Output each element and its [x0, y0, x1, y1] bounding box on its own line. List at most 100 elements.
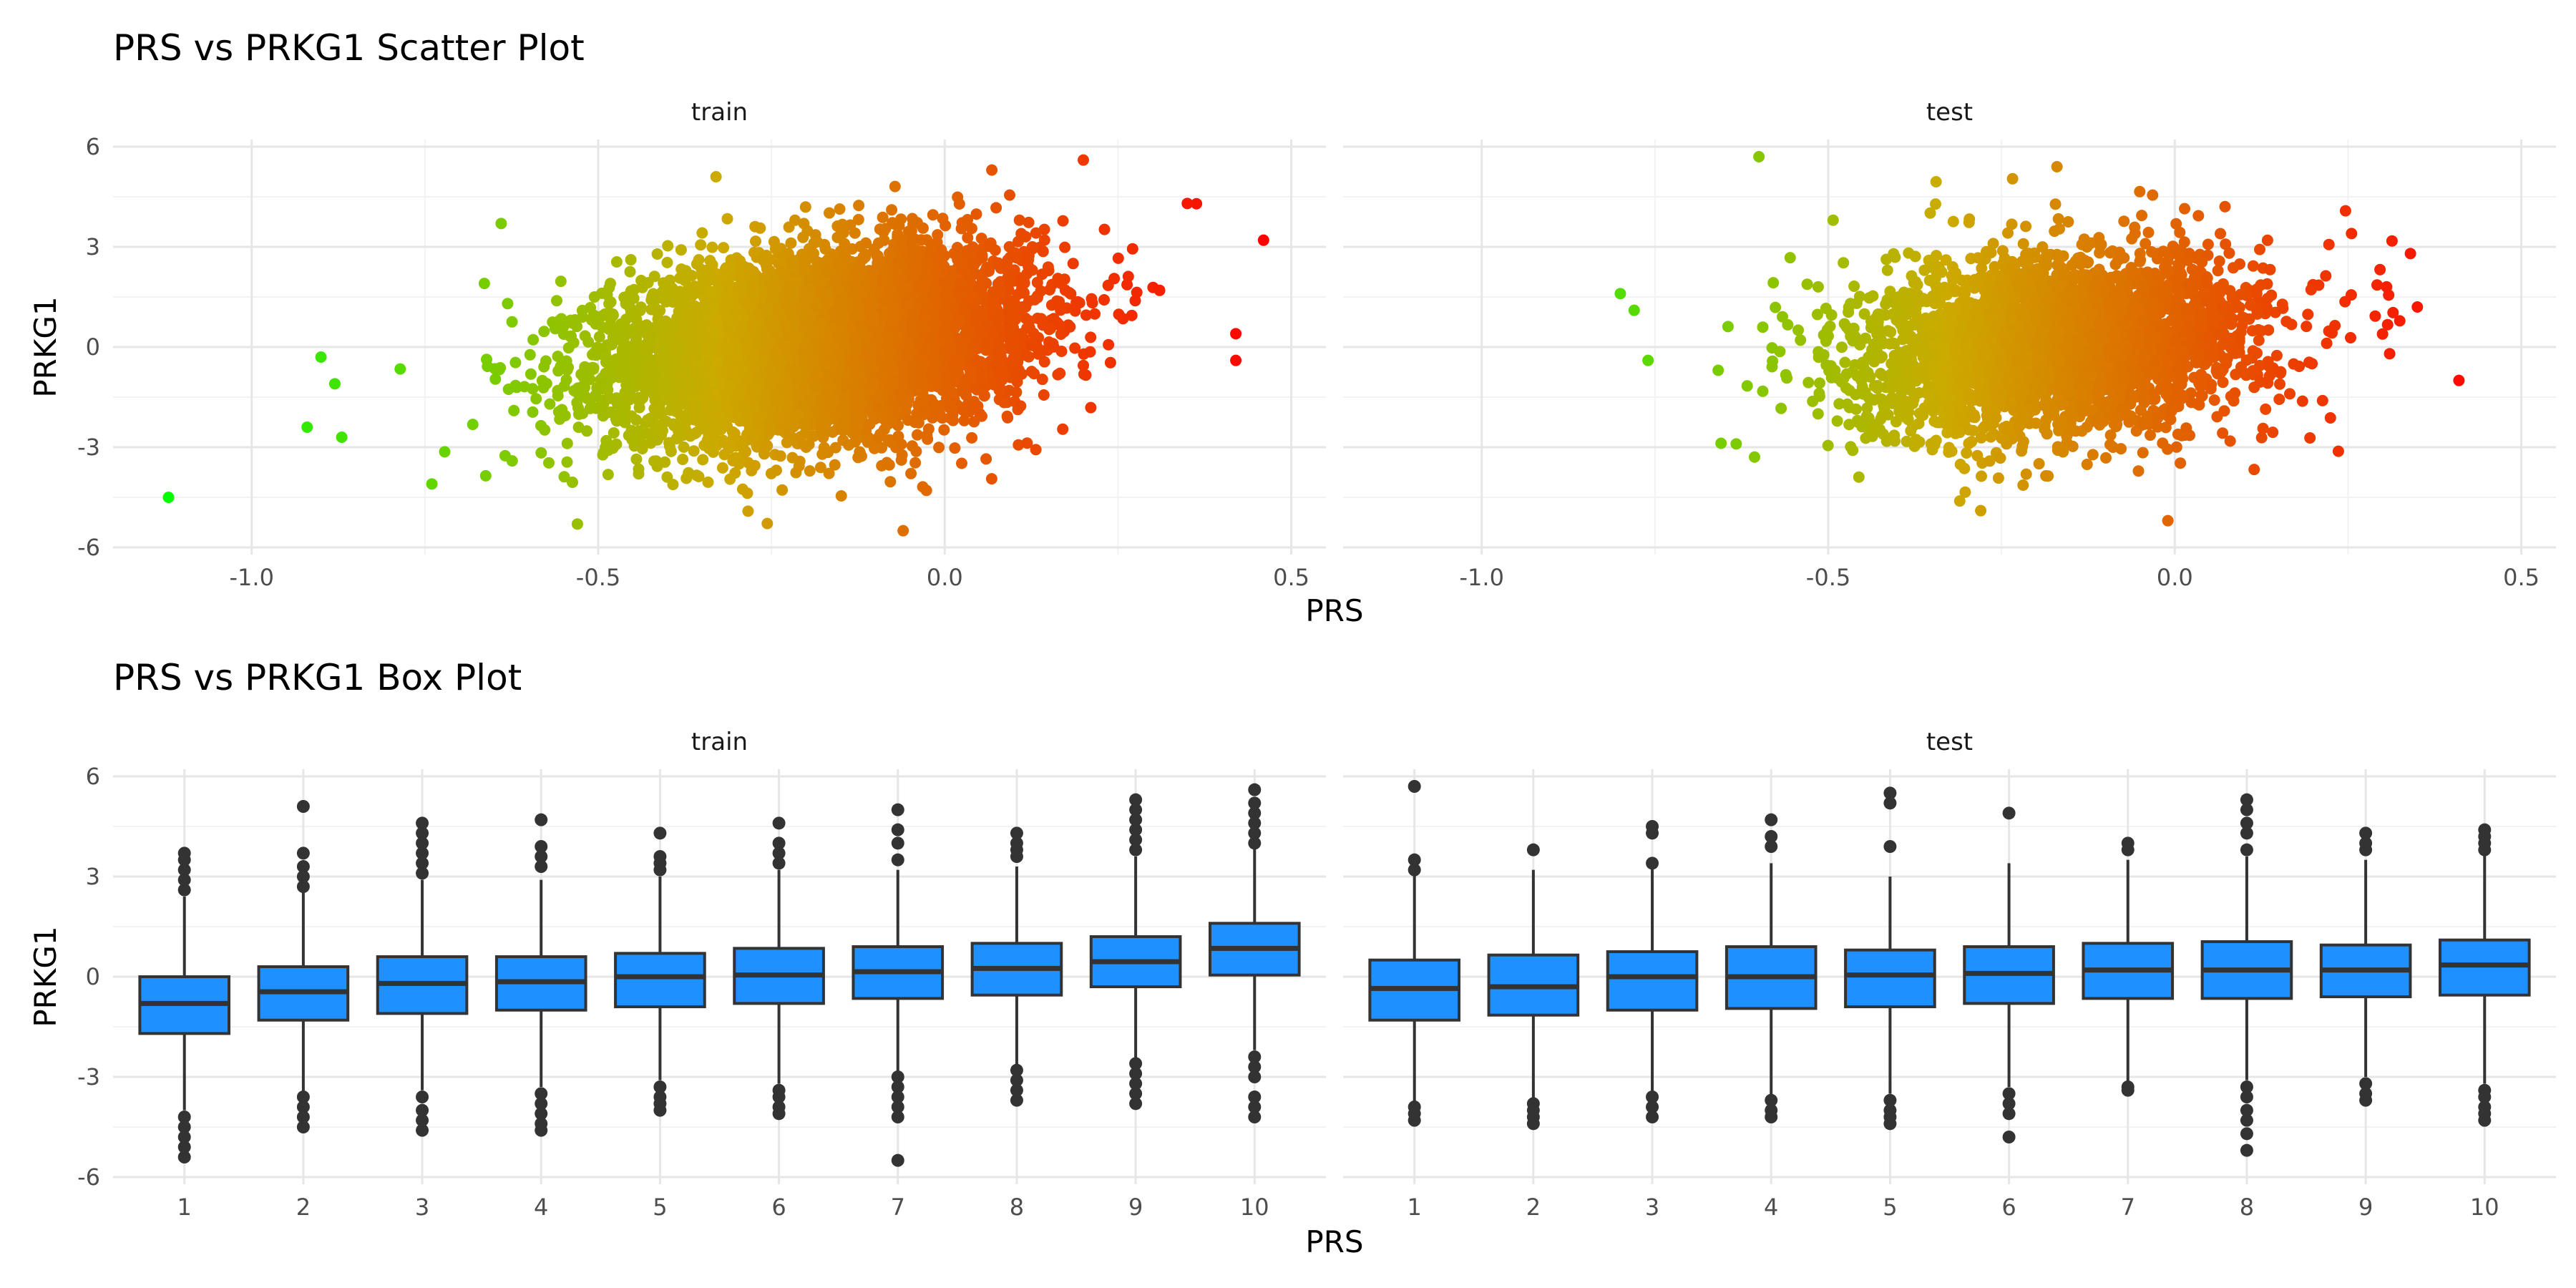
- scatter-point: [785, 237, 797, 249]
- scatter-point: [655, 429, 668, 441]
- scatter-point: [748, 246, 760, 258]
- scatter-point: [1047, 338, 1059, 350]
- scatter-point: [953, 198, 965, 210]
- scatter-point: [703, 263, 715, 275]
- scatter-point: [394, 363, 406, 375]
- scatter-point: [540, 355, 552, 367]
- scatter-point: [538, 326, 550, 338]
- scatter-point: [1025, 366, 1038, 378]
- scatter-point: [688, 445, 700, 457]
- scatter-point: [798, 218, 810, 230]
- scatter-point: [1080, 309, 1092, 321]
- scatter-point: [1057, 423, 1069, 435]
- scatter-point: [648, 455, 660, 467]
- scatter-point: [886, 204, 898, 216]
- scatter-point: [1084, 346, 1096, 358]
- scatter-point: [724, 473, 736, 485]
- scatter-point: [608, 427, 620, 439]
- scatter-point: [852, 213, 864, 225]
- scatter-point: [849, 227, 861, 239]
- scatter-point: [1113, 308, 1125, 321]
- scatter-point: [840, 253, 852, 264]
- box-plot-title: PRS vs PRKG1 Box Plot: [113, 657, 522, 698]
- scatter-point: [718, 242, 730, 254]
- scatter-point: [980, 453, 992, 465]
- scatter-point: [653, 344, 665, 356]
- scatter-point: [917, 222, 929, 234]
- scatter-point: [539, 424, 551, 436]
- scatter-point: [824, 207, 835, 219]
- x-tick-label: 0.0: [927, 564, 963, 591]
- scatter-point: [555, 275, 567, 288]
- scatter-point: [610, 256, 623, 268]
- scatter-point: [636, 443, 648, 454]
- scatter-point: [889, 180, 901, 192]
- scatter-point: [1153, 284, 1166, 296]
- scatter-point: [640, 319, 653, 331]
- scatter-point: [661, 256, 673, 268]
- scatter-points-train: [162, 154, 1269, 537]
- scatter-point: [603, 282, 615, 293]
- scatter-point: [797, 438, 809, 450]
- scatter-point: [467, 419, 479, 431]
- scatter-point: [624, 265, 636, 278]
- scatter-point: [1011, 376, 1023, 388]
- scatter-point: [970, 208, 982, 220]
- scatter-point: [962, 232, 974, 244]
- scatter-point: [754, 222, 766, 234]
- scatter-point: [761, 517, 774, 530]
- scatter-point: [1131, 286, 1143, 298]
- scatter-point: [836, 218, 849, 230]
- scatter-point: [960, 381, 971, 393]
- scatter-point: [673, 431, 686, 443]
- scatter-point: [677, 454, 689, 465]
- scatter-point: [527, 406, 539, 418]
- scatter-point: [895, 454, 907, 466]
- scatter-point: [721, 213, 733, 225]
- scatter-point: [482, 361, 494, 372]
- scatter-point: [783, 221, 795, 233]
- scatter-point: [506, 316, 518, 328]
- scatter-point: [600, 441, 612, 453]
- scatter-point: [872, 250, 884, 262]
- scatter-point: [986, 164, 998, 176]
- scatter-point: [716, 462, 728, 474]
- scatter-point: [1055, 346, 1068, 357]
- scatter-point: [509, 356, 522, 369]
- scatter-point: [499, 449, 511, 462]
- scatter-point: [1023, 250, 1035, 262]
- scatter-point: [905, 467, 917, 479]
- scatter-point: [1037, 245, 1049, 258]
- scatter-point: [829, 459, 841, 471]
- scatter-point: [907, 213, 918, 225]
- scatter-point: [572, 421, 585, 434]
- scatter-point: [1001, 410, 1013, 422]
- scatter-point: [703, 442, 715, 454]
- scatter-point: [535, 447, 547, 459]
- scatter-point: [966, 431, 978, 444]
- scatter-point: [884, 476, 897, 488]
- scatter-point: [1023, 315, 1035, 327]
- scatter-point: [561, 437, 573, 449]
- scatter-point: [818, 441, 830, 454]
- scatter-point: [589, 389, 601, 401]
- scatter-point: [975, 270, 987, 282]
- scatter-point: [750, 235, 761, 248]
- scatter-point: [659, 456, 671, 468]
- scatter-strip-label-train: train: [691, 98, 748, 127]
- scatter-point: [909, 416, 921, 429]
- scatter-point: [1112, 252, 1124, 264]
- scatter-point: [854, 447, 866, 459]
- scatter-point: [695, 239, 707, 251]
- x-tick-label: 0.5: [1273, 564, 1309, 591]
- scatter-point: [586, 314, 598, 326]
- scatter-point: [494, 362, 507, 374]
- scatter-point: [927, 209, 939, 221]
- scatter-point: [706, 241, 718, 253]
- scatter-point: [1023, 216, 1035, 228]
- scatter-point: [776, 484, 789, 496]
- scatter-point: [1080, 369, 1092, 381]
- scatter-point: [933, 441, 945, 454]
